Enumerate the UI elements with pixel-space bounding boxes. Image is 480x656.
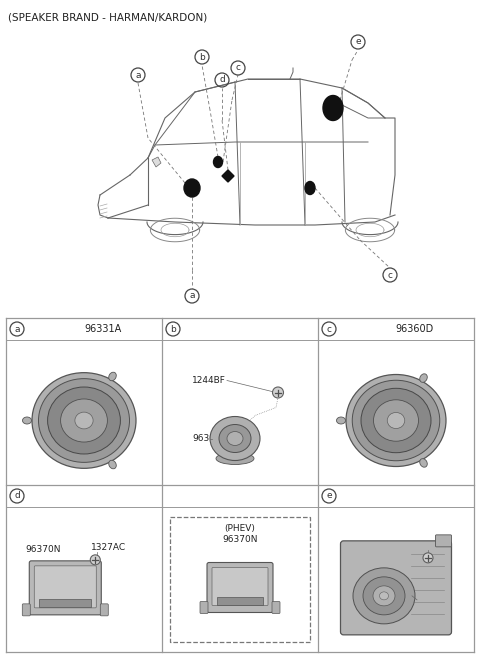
Ellipse shape <box>346 375 446 466</box>
Text: 96360U: 96360U <box>192 434 227 443</box>
FancyBboxPatch shape <box>207 562 273 613</box>
Ellipse shape <box>363 577 405 615</box>
Ellipse shape <box>387 413 405 428</box>
Ellipse shape <box>32 373 136 468</box>
Ellipse shape <box>184 179 200 197</box>
Circle shape <box>423 553 433 563</box>
FancyBboxPatch shape <box>100 604 108 616</box>
Ellipse shape <box>373 400 419 441</box>
Text: d: d <box>219 75 225 85</box>
Text: a: a <box>189 291 195 300</box>
Ellipse shape <box>219 424 251 453</box>
Text: 96360D: 96360D <box>396 324 434 334</box>
Ellipse shape <box>373 586 395 606</box>
Text: b: b <box>170 325 176 333</box>
Text: 96331A: 96331A <box>84 324 121 334</box>
Circle shape <box>90 555 100 565</box>
Text: 1339CC: 1339CC <box>408 541 444 550</box>
Ellipse shape <box>210 417 260 461</box>
FancyBboxPatch shape <box>340 541 452 635</box>
Ellipse shape <box>23 417 32 424</box>
Text: (PHEV): (PHEV) <box>225 525 255 533</box>
Ellipse shape <box>109 372 116 380</box>
Ellipse shape <box>75 412 93 429</box>
Ellipse shape <box>305 182 315 194</box>
Text: 96370N: 96370N <box>25 545 61 554</box>
FancyBboxPatch shape <box>29 561 101 615</box>
Ellipse shape <box>352 380 440 461</box>
Ellipse shape <box>227 432 243 445</box>
Text: 96371: 96371 <box>418 596 447 604</box>
Ellipse shape <box>323 96 343 121</box>
Text: a: a <box>135 70 141 79</box>
Text: 1244BF: 1244BF <box>192 376 226 385</box>
Ellipse shape <box>216 453 254 464</box>
Text: d: d <box>14 491 20 501</box>
Text: a: a <box>14 325 20 333</box>
Ellipse shape <box>38 379 130 462</box>
FancyBboxPatch shape <box>22 604 30 616</box>
Ellipse shape <box>109 461 116 469</box>
FancyBboxPatch shape <box>435 535 452 547</box>
Text: (SPEAKER BRAND - HARMAN/KARDON): (SPEAKER BRAND - HARMAN/KARDON) <box>8 13 207 23</box>
Text: c: c <box>326 325 332 333</box>
Ellipse shape <box>336 417 346 424</box>
Ellipse shape <box>420 374 427 382</box>
FancyBboxPatch shape <box>272 602 280 613</box>
Ellipse shape <box>353 568 415 624</box>
Ellipse shape <box>380 592 388 600</box>
Text: e: e <box>355 37 361 47</box>
Ellipse shape <box>60 399 108 442</box>
Ellipse shape <box>48 387 120 454</box>
Bar <box>39 599 91 607</box>
Ellipse shape <box>420 459 427 467</box>
FancyBboxPatch shape <box>34 566 96 608</box>
Text: c: c <box>236 64 240 73</box>
Circle shape <box>273 387 284 398</box>
Ellipse shape <box>361 388 431 453</box>
FancyBboxPatch shape <box>212 567 268 605</box>
Text: 1327AC: 1327AC <box>91 543 126 552</box>
Bar <box>217 596 263 604</box>
Polygon shape <box>222 170 234 182</box>
Text: 96370N: 96370N <box>222 535 258 544</box>
FancyBboxPatch shape <box>200 602 208 613</box>
Text: e: e <box>326 491 332 501</box>
Text: b: b <box>199 52 205 62</box>
Text: c: c <box>387 270 393 279</box>
Ellipse shape <box>214 157 223 167</box>
Polygon shape <box>152 157 161 167</box>
